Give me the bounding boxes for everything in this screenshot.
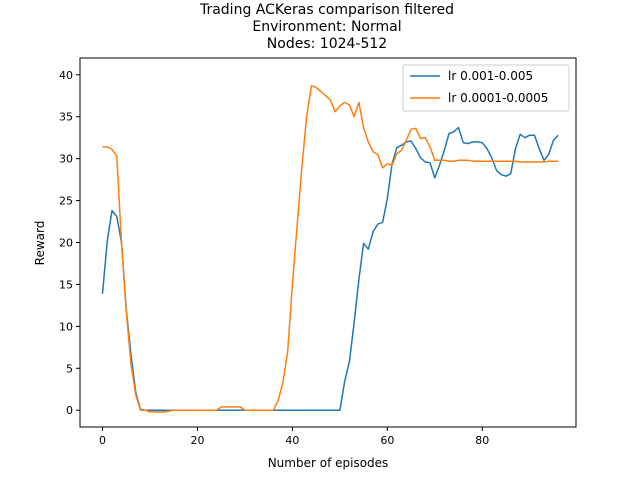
x-tick-label: 60 — [380, 434, 394, 447]
chart-title: Trading ACKeras comparison filtered Envi… — [199, 2, 454, 52]
x-axis-label: Number of episodes — [268, 456, 389, 470]
x-tick-label: 0 — [99, 434, 106, 447]
y-axis-label: Reward — [33, 221, 47, 266]
series-lines — [101, 84, 559, 413]
y-tick-label: 5 — [66, 362, 73, 375]
y-tick-label: 25 — [59, 195, 73, 208]
x-tick-label: 80 — [475, 434, 489, 447]
x-tick-label: 20 — [190, 434, 204, 447]
chart-title-line-2: Environment: Normal — [252, 19, 401, 35]
y-axis-ticks: 0 5 10 15 20 25 30 35 40 — [59, 69, 80, 417]
legend: lr 0.001-0.005 lr 0.0001-0.0005 — [402, 64, 570, 112]
y-tick-label: 30 — [59, 153, 73, 166]
y-tick-label: 40 — [59, 69, 73, 82]
y-tick-label: 35 — [59, 111, 73, 124]
chart-title-line-1: Trading ACKeras comparison filtered — [199, 2, 454, 18]
series-line-1 — [101, 126, 559, 411]
x-tick-label: 40 — [285, 434, 299, 447]
y-tick-label: 0 — [66, 404, 73, 417]
legend-box — [402, 64, 570, 112]
x-axis-ticks: 0 20 40 60 80 — [99, 427, 489, 447]
legend-label-series-2: lr 0.0001-0.0005 — [448, 91, 548, 105]
y-tick-label: 20 — [59, 237, 73, 250]
legend-label-series-1: lr 0.001-0.005 — [448, 69, 533, 83]
series-line-2 — [102, 84, 559, 413]
chart-title-line-3: Nodes: 1024-512 — [267, 36, 387, 52]
y-tick-label: 15 — [59, 278, 73, 291]
y-tick-label: 10 — [59, 320, 73, 333]
plot-frame — [79, 57, 577, 428]
